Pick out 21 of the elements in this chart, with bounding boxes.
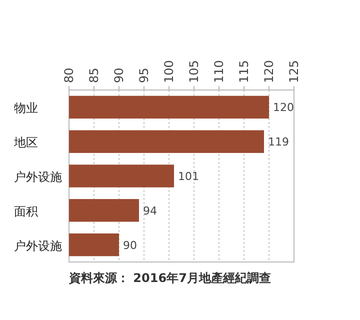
y-tick-label: 物业 <box>14 101 38 116</box>
y-tick-label: 地区 <box>13 136 38 150</box>
data-label: 90 <box>123 238 137 252</box>
data-label: 119 <box>268 136 289 149</box>
x-tick-label: 110 <box>212 60 226 83</box>
y-tick-label: 户外设施 <box>14 170 62 184</box>
x-tick-label: 80 <box>62 68 76 83</box>
x-tick-label: 115 <box>237 60 251 83</box>
x-tick-label: 125 <box>287 60 301 83</box>
x-tick-label: 100 <box>162 60 176 83</box>
data-label: 120 <box>273 101 294 114</box>
y-tick-label: 户外设施 <box>14 238 62 253</box>
x-tick-label: 95 <box>137 68 151 83</box>
x-tick-label: 85 <box>87 68 101 83</box>
x-tick-label: 90 <box>112 68 126 83</box>
x-tick-label: 120 <box>262 60 276 83</box>
source-note: 資料來源： 2016年7月地產經紀調查 <box>68 271 271 285</box>
data-label: 94 <box>143 204 157 218</box>
y-tick-label: 面积 <box>14 204 38 218</box>
x-tick-label: 105 <box>187 60 201 83</box>
data-label: 101 <box>178 170 199 183</box>
